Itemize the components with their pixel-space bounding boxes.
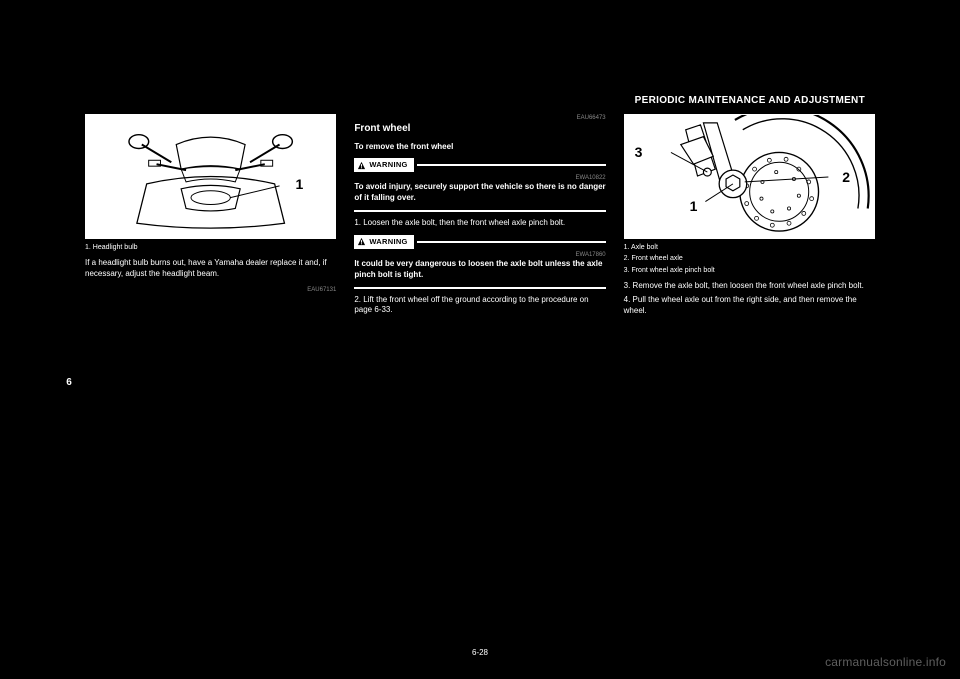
step-1: 1. Loosen the axle bolt, then the front …: [354, 218, 605, 229]
headlight-text: If a headlight bulb burns out, have a Ya…: [85, 258, 336, 280]
axle-caption-3: 3. Front wheel axle pinch bolt: [624, 266, 875, 275]
axle-label-1: 1: [690, 197, 698, 216]
code-col2-top: EAU66473: [354, 114, 605, 122]
figure-axle: 3 1 2: [624, 114, 875, 239]
axle-label-2: 2: [842, 168, 850, 187]
page-header: PERIODIC MAINTENANCE AND ADJUSTMENT: [85, 95, 875, 106]
warning-tag-2: WARNING: [354, 235, 413, 249]
warning-triangle-icon: [357, 161, 366, 170]
warn2-text: It could be very dangerous to loosen the…: [354, 259, 605, 281]
warn1-text: To avoid injury, securely support the ve…: [354, 182, 605, 204]
warning-label-1: WARNING: [369, 160, 407, 170]
figure-headlight: 1: [85, 114, 336, 239]
warning-rule-1: [417, 164, 606, 166]
column-3: 3 1 2 1. Axle bolt 2. Front wheel axle 3…: [624, 114, 875, 320]
warning-bar-1: WARNING: [354, 158, 605, 172]
subsection-remove-wheel: To remove the front wheel: [354, 142, 605, 153]
figure-caption-1: 1. Headlight bulb: [85, 243, 336, 252]
section-indicator: 6: [61, 375, 77, 391]
manual-page: PERIODIC MAINTENANCE AND ADJUSTMENT 6: [85, 95, 875, 635]
content-columns: 1 1. Headlight bulb If a headlight bulb …: [85, 114, 875, 320]
hr-1: [354, 210, 605, 212]
warn2-code: EWA17860: [354, 251, 605, 259]
step-4: 4. Pull the wheel axle out from the righ…: [624, 295, 875, 317]
column-1: 1 1. Headlight bulb If a headlight bulb …: [85, 114, 336, 320]
warning-triangle-icon: [357, 237, 366, 246]
figure-label-1: 1: [296, 175, 304, 194]
axle-label-3: 3: [635, 143, 643, 162]
warning-label-2: WARNING: [369, 237, 407, 247]
warning-tag-1: WARNING: [354, 158, 413, 172]
step-2: 2. Lift the front wheel off the ground a…: [354, 295, 605, 317]
warn1-code: EWA10822: [354, 174, 605, 182]
warning-rule-2: [417, 241, 606, 243]
axle-caption-1: 1. Axle bolt: [624, 243, 875, 252]
section-title-front-wheel: Front wheel: [354, 122, 605, 136]
page-number: 6-28: [472, 648, 488, 657]
axle-caption-2: 2. Front wheel axle: [624, 254, 875, 263]
step-3: 3. Remove the axle bolt, then loosen the…: [624, 281, 875, 292]
watermark: carmanualsonline.info: [825, 655, 946, 669]
warning-bar-2: WARNING: [354, 235, 605, 249]
hr-2: [354, 287, 605, 289]
code-col1: EAU67131: [85, 286, 336, 294]
column-2: EAU66473 Front wheel To remove the front…: [354, 114, 605, 320]
